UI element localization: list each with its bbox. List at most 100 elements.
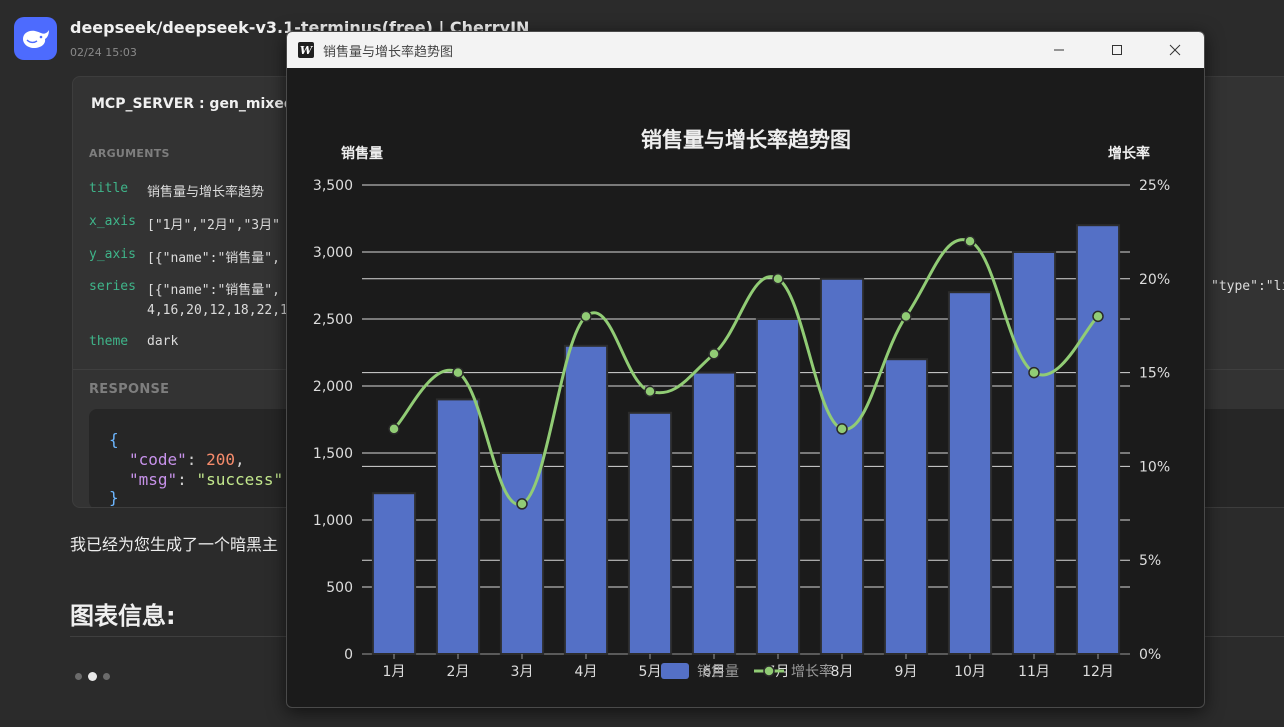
bar-8月	[819, 277, 865, 656]
y-right-tick-label: 20%	[1139, 272, 1170, 288]
growth-point-10月[interactable]	[964, 235, 976, 248]
close-icon	[1169, 44, 1181, 56]
bar-7月	[755, 318, 801, 655]
arg-key-theme: theme	[89, 334, 129, 349]
growth-point-8月[interactable]	[836, 423, 848, 435]
code-line-msg: "msg": "success"	[129, 470, 284, 489]
code-value: 200	[206, 450, 235, 469]
y-left-tick-label: 500	[326, 580, 353, 596]
y-left-axis-name: 销售量	[341, 145, 383, 162]
loading-dot	[75, 673, 82, 680]
arg-key-y-axis: y_axis	[89, 247, 136, 262]
whale-logo-icon	[22, 29, 49, 48]
x-tick-label: 3月	[511, 664, 534, 680]
y-right-tick-label: 0%	[1139, 647, 1161, 663]
y-right-tick-label: 15%	[1139, 366, 1170, 382]
arg-key-title: title	[89, 181, 129, 196]
arg-value-series: [{"name":"销售量",	[147, 283, 280, 298]
chart-window[interactable]: W 销售量与增长率趋势图 销售量与增长率趋势图 销售量 增长率 0 500 1,00…	[286, 31, 1205, 708]
assistant-avatar	[14, 17, 57, 60]
growth-point-5月[interactable]	[644, 385, 656, 398]
code-line-code: "code": 200,	[129, 450, 245, 469]
x-tick-label: 2月	[447, 664, 470, 680]
legend-item-sales[interactable]: 销售量	[661, 663, 739, 680]
x-tick-label: 5月	[639, 664, 662, 680]
loading-indicator	[75, 672, 110, 681]
arg-key-series: series	[89, 279, 136, 294]
loading-dot-active	[88, 672, 97, 681]
bar-10月	[947, 291, 993, 655]
window-title: 销售量与增长率趋势图	[323, 45, 454, 60]
growth-point-3月[interactable]	[516, 498, 528, 510]
bar-11月	[1011, 251, 1057, 655]
growth-point-12月[interactable]	[1092, 310, 1104, 323]
x-tick-label: 6月	[703, 664, 726, 680]
y-left-tick-label: 0	[344, 647, 353, 663]
arg-value-title: 销售量与增长率趋势	[147, 185, 265, 200]
legend-swatch-point	[763, 665, 775, 677]
code-brace-close: }	[109, 488, 119, 507]
msg-value: "success"	[196, 470, 284, 489]
growth-point-7月[interactable]	[772, 273, 784, 285]
code-brace-open: {	[109, 430, 119, 449]
x-tick-label: 1月	[383, 664, 406, 680]
window-titlebar[interactable]: W 销售量与增长率趋势图	[287, 32, 1204, 68]
app-icon: W	[298, 42, 314, 58]
arg-value-y-axis: [{"name":"销售量",	[147, 251, 280, 266]
growth-point-1月[interactable]	[388, 423, 400, 435]
assistant-message-text: 我已经为您生成了一个暗黑主	[70, 535, 279, 554]
bar-12月	[1075, 224, 1121, 655]
arg-value-series-continued: 4,16,20,12,18,22,1	[147, 303, 288, 318]
y-left-tick-label: 1,500	[313, 446, 353, 462]
bar-2月	[435, 398, 481, 655]
arg-key-x-axis: x_axis	[89, 214, 136, 229]
legend-item-growth[interactable]: 增长率	[754, 663, 833, 680]
y-left-tick-label: 1,000	[313, 513, 353, 529]
legend-label-sales: 销售量	[697, 664, 739, 680]
chart-info-heading: 图表信息:	[70, 602, 176, 630]
growth-point-2月[interactable]	[452, 366, 464, 379]
y-right-tick-label: 10%	[1139, 459, 1170, 475]
bar-4月	[563, 344, 609, 655]
msg-key: "msg"	[129, 470, 178, 489]
y-left-tick-label: 3,000	[313, 245, 353, 261]
maximize-icon	[1112, 45, 1122, 55]
x-tick-label: 8月	[831, 664, 854, 680]
x-tick-label: 10月	[954, 664, 986, 680]
arguments-label: ARGUMENTS	[89, 147, 170, 160]
arg-value-theme: dark	[147, 334, 179, 349]
loading-dot	[103, 673, 110, 680]
bar-9月	[883, 358, 929, 655]
code-key: "code"	[129, 450, 187, 469]
bar-5月	[627, 411, 673, 655]
legend-swatch-bar	[661, 663, 689, 679]
close-button[interactable]	[1146, 32, 1204, 68]
maximize-button[interactable]	[1088, 32, 1146, 68]
bar-1月	[371, 492, 417, 656]
minimize-icon	[1054, 49, 1064, 51]
tool-call-header[interactable]: MCP_SERVER : gen_mixed	[91, 96, 294, 112]
y-left-tick-label: 2,000	[313, 379, 353, 395]
growth-point-6月[interactable]	[708, 348, 720, 360]
legend-label-growth: 增长率	[791, 663, 833, 680]
y-left-tick-label: 2,500	[313, 312, 353, 328]
arg-value-series-tail: "type":"li	[1211, 279, 1284, 294]
x-tick-label: 12月	[1082, 664, 1114, 680]
bar-3月	[499, 452, 545, 655]
chart-title: 销售量与增长率趋势图	[641, 128, 851, 152]
growth-point-4月[interactable]	[580, 310, 592, 323]
x-tick-label: 9月	[895, 664, 918, 680]
bar-6月	[691, 371, 737, 655]
arg-value-x-axis: ["1月","2月","3月"	[147, 218, 280, 233]
y-right-tick-label: 5%	[1139, 553, 1161, 569]
y-left-tick-label: 3,500	[313, 178, 353, 194]
x-tick-label: 4月	[575, 664, 598, 680]
combo-chart: 销售量与增长率趋势图 销售量 增长率 0 500 1,000 1,500 2,000 2,…	[313, 128, 1170, 680]
y-right-tick-label: 25%	[1139, 178, 1170, 194]
growth-point-9月[interactable]	[900, 310, 912, 323]
response-label: RESPONSE	[89, 382, 170, 397]
minimize-button[interactable]	[1030, 32, 1088, 68]
growth-point-11月[interactable]	[1028, 366, 1040, 379]
message-timestamp: 02/24 15:03	[70, 46, 137, 59]
y-right-axis-name: 增长率	[1108, 145, 1150, 162]
